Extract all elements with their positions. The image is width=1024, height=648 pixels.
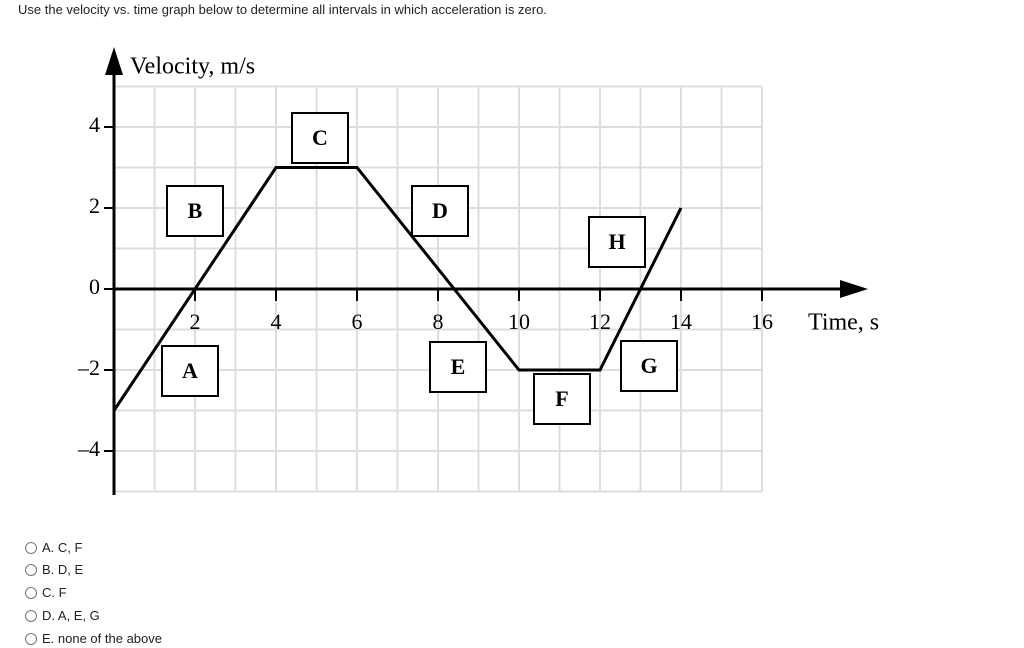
question: Use the velocity vs. time graph below to… — [18, 2, 547, 17]
annotation-label: G — [640, 353, 657, 378]
radio-button[interactable] — [25, 563, 37, 576]
x-axis-label: Time, s — [808, 310, 879, 336]
y-axis-label: Velocity, m/s — [130, 54, 255, 80]
y-tick-label: 0 — [89, 274, 100, 299]
y-tick-label: –4 — [77, 436, 100, 461]
radio-button[interactable] — [25, 609, 37, 622]
annotation-box — [533, 373, 591, 425]
annotation-label: B — [188, 198, 203, 223]
annotation-box — [411, 185, 469, 237]
annotation-label: C — [312, 125, 328, 150]
option-label[interactable]: A. C, F — [42, 540, 83, 555]
x-tick-label: 16 — [751, 309, 773, 334]
radio-button[interactable] — [25, 541, 37, 554]
radio-button[interactable] — [25, 632, 37, 645]
x-tick-label: 6 — [352, 309, 363, 334]
annotation-box — [166, 185, 224, 237]
annotation-label: D — [432, 198, 448, 223]
velocity-line — [112, 166, 683, 412]
option[interactable]: E. none of the above — [25, 631, 162, 646]
option-label[interactable]: B. D, E — [42, 562, 84, 577]
annotation-box — [620, 340, 678, 392]
option[interactable]: D. A, E, G — [25, 608, 100, 623]
option-label[interactable]: E. none of the above — [42, 631, 162, 646]
option[interactable]: A. C, F — [25, 540, 82, 555]
annotation-label: F — [555, 386, 568, 411]
option[interactable]: B. D, E — [25, 562, 83, 577]
x-tick-label: 8 — [433, 309, 444, 334]
annotation-box — [291, 112, 349, 164]
x-tick-label: 4 — [271, 309, 282, 334]
option-label[interactable]: D. A, E, G — [42, 608, 100, 623]
x-tick-label: 12 — [589, 309, 611, 334]
annotation-box — [588, 216, 646, 268]
annotation-box — [429, 341, 487, 393]
x-axis-arrow — [840, 280, 868, 298]
x-tick-label: 2 — [190, 309, 201, 334]
chart: Velocity, m/s Time, s 2 4 6 8 10 12 14 16 4 2 0 –2 –4 A… — [77, 47, 879, 495]
y-tick-label: 4 — [89, 112, 100, 137]
x-tick-label: 10 — [508, 309, 530, 334]
y-axis-arrow — [105, 47, 123, 75]
annotation-box — [161, 345, 219, 397]
y-tick-label: 2 — [89, 193, 100, 218]
option[interactable]: C. F — [25, 585, 67, 600]
annotation-label: A — [182, 358, 198, 383]
annotation-label: H — [608, 229, 625, 254]
option-label[interactable]: C. F — [42, 585, 67, 600]
annotation-label: E — [451, 354, 466, 379]
y-tick-label: –2 — [77, 355, 100, 380]
x-tick-label: 14 — [670, 309, 692, 334]
radio-button[interactable] — [25, 586, 37, 599]
